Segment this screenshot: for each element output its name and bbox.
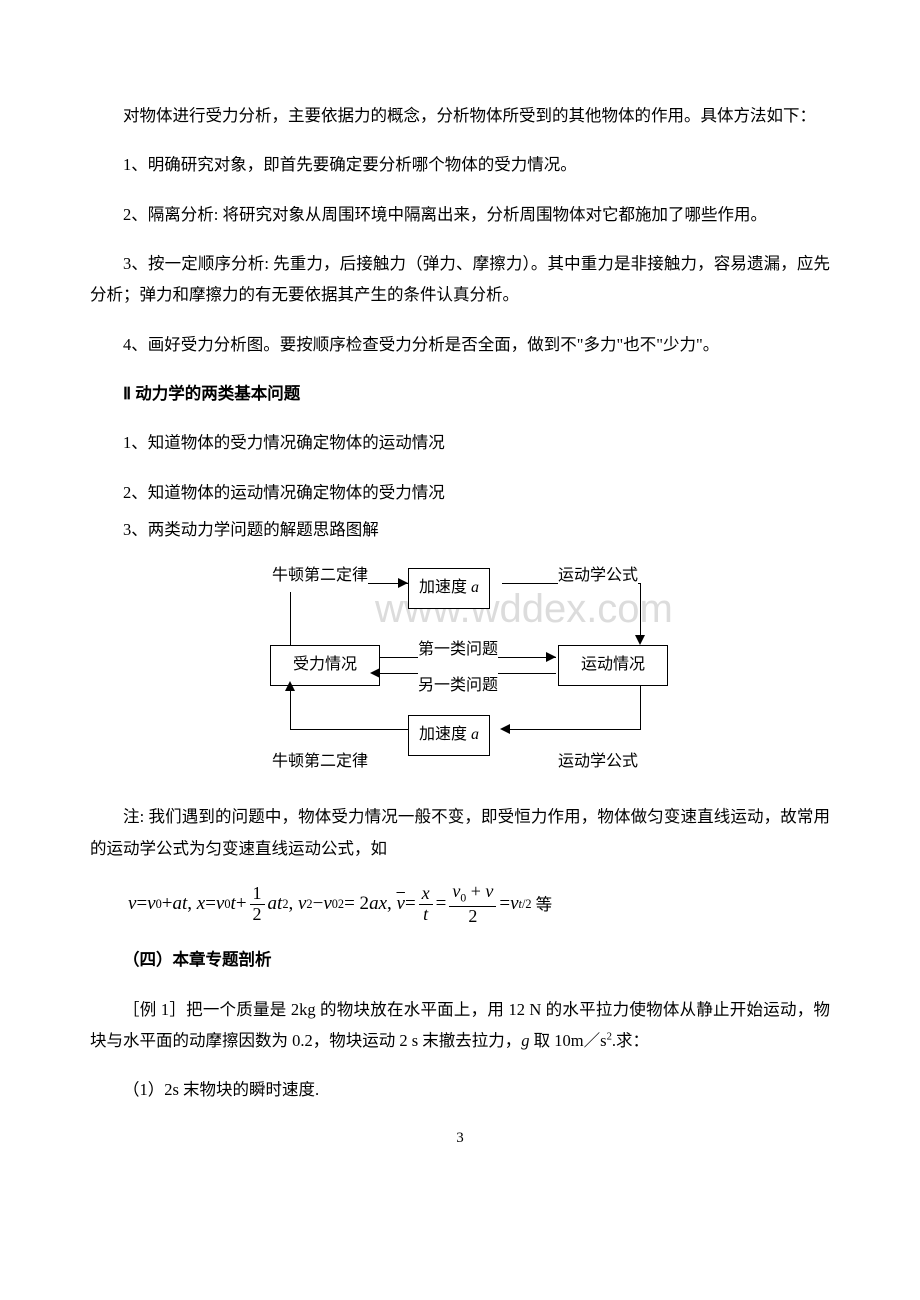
label-problem-1: 第一类问题 bbox=[418, 635, 498, 665]
label-kinematics-bottom: 运动学公式 bbox=[558, 747, 638, 777]
item-q2: 2、知道物体的运动情况确定物体的受力情况 bbox=[90, 477, 830, 508]
edge-top-left-v bbox=[290, 583, 291, 645]
paragraph-2: 2、隔离分析: 将研究对象从周围环境中隔离出来，分析周围物体对它都施加了哪些作用… bbox=[90, 199, 830, 230]
edge-top-right-v bbox=[640, 583, 641, 643]
edge-bot-right-h bbox=[502, 729, 640, 730]
node-acceleration-top: 加速度 a bbox=[408, 568, 490, 608]
paragraph-3: 3、按一定顺序分析: 先重力，后接触力（弹力、摩擦力）。其中重力是非接触力，容易… bbox=[90, 248, 830, 311]
label-newton-bottom: 牛顿第二定律 bbox=[272, 747, 368, 777]
arrowhead-to-force bbox=[285, 681, 295, 691]
paragraph-4: 4、画好受力分析图。要按顺序检查受力分析是否全面，做到不"多力"也不"少力"。 bbox=[90, 329, 830, 360]
document-page: 对物体进行受力分析，主要依据力的概念，分析物体所受到的其他物体的作用。具体方法如… bbox=[0, 0, 920, 1192]
node-label: 加速度 a bbox=[419, 573, 479, 603]
node-acceleration-bottom: 加速度 a bbox=[408, 715, 490, 755]
flowchart-diagram: www.wddex.com 加速度 a 受力情况 运动情况 加速度 a 牛顿第二… bbox=[90, 563, 830, 773]
arrowhead-to-motion bbox=[635, 635, 645, 645]
node-force: 受力情况 bbox=[270, 645, 380, 685]
arrowhead-mid-left bbox=[370, 668, 380, 678]
formula-suffix: 等 bbox=[536, 889, 553, 920]
page-number: 3 bbox=[90, 1124, 830, 1153]
edge-bot-left-h bbox=[290, 729, 408, 730]
item-q1: 1、知道物体的受力情况确定物体的运动情况 bbox=[90, 427, 830, 458]
arrowhead-mid-right bbox=[546, 652, 556, 662]
node-label: 加速度 a bbox=[419, 720, 479, 750]
heading-section-4: （四）本章专题剖析 bbox=[90, 944, 830, 975]
arrowhead-to-accel-top bbox=[398, 578, 408, 588]
label-newton-top: 牛顿第二定律 bbox=[272, 561, 368, 591]
item-q3: 3、两类动力学问题的解题思路图解 bbox=[90, 514, 830, 545]
edge-bot-left-v bbox=[290, 687, 291, 730]
example-1-a: （1）2s 末物块的瞬时速度. bbox=[90, 1074, 830, 1105]
paragraph-1: 1、明确研究对象，即首先要确定要分析哪个物体的受力情况。 bbox=[90, 149, 830, 180]
label-problem-2: 另一类问题 bbox=[418, 671, 498, 701]
node-motion: 运动情况 bbox=[558, 645, 668, 685]
kinematics-formula: v = v0 + at, x = v0t + 12at2, v2 − v02 =… bbox=[90, 882, 830, 926]
paragraph-intro: 对物体进行受力分析，主要依据力的概念，分析物体所受到的其他物体的作用。具体方法如… bbox=[90, 100, 830, 131]
edge-bot-right-v bbox=[640, 685, 641, 730]
example-1: ［例 1］把一个质量是 2kg 的物块放在水平面上，用 12 N 的水平拉力使物… bbox=[90, 994, 830, 1057]
paragraph-note: 注: 我们遇到的问题中，物体受力情况一般不变，即受恒力作用，物体做匀变速直线运动… bbox=[90, 801, 830, 864]
heading-section-2: Ⅱ 动力学的两类基本问题 bbox=[90, 378, 830, 409]
arrowhead-to-accel-bottom bbox=[500, 724, 510, 734]
label-kinematics-top: 运动学公式 bbox=[558, 561, 638, 591]
